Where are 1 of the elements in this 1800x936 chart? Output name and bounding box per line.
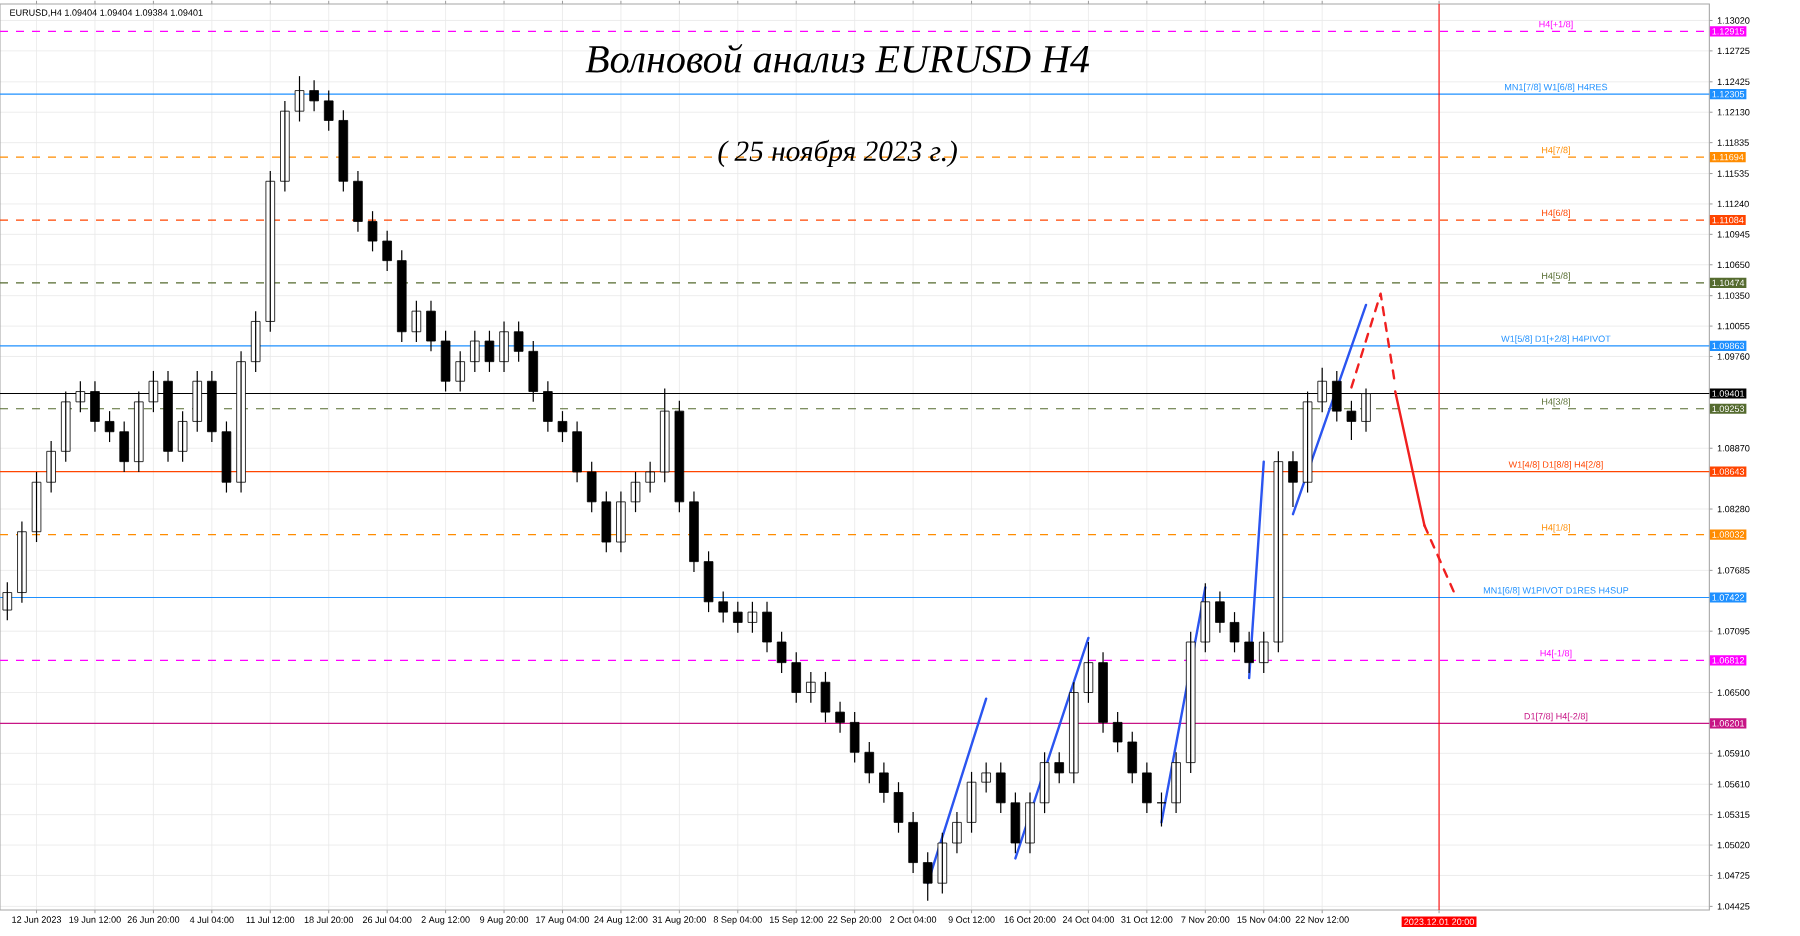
text: Волновой анализ EURUSD H4 — [585, 43, 1090, 73]
